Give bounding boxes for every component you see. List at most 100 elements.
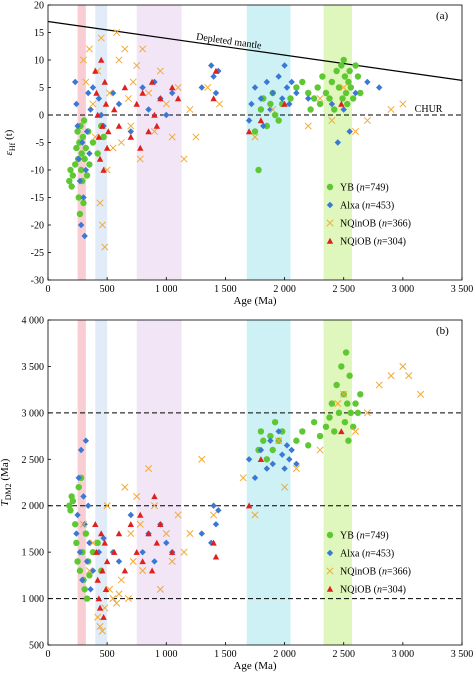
b-point-alxa-39 [283, 442, 291, 449]
a-point-nqinob-43 [399, 100, 407, 108]
b-point-yb-12 [81, 586, 88, 593]
a-point-yb-13 [78, 150, 85, 157]
a-point-yb-54 [340, 56, 347, 64]
b-point-nqiob-16 [137, 511, 144, 518]
b-point-nqiob-13 [121, 567, 129, 574]
b-y-tick-label-6: 3 500 [22, 362, 45, 373]
a-point-alxa-13 [87, 106, 94, 113]
a-point-nqiob-10 [103, 144, 111, 151]
b-point-yb-42 [341, 418, 349, 426]
b-point-nqinob-28 [198, 455, 206, 463]
a-point-yb-22 [86, 161, 93, 168]
b-point-alxa-35 [269, 460, 276, 468]
a-point-alxa-19 [115, 100, 123, 108]
b-point-yb-33 [316, 432, 324, 440]
a-point-nqinob-22 [139, 45, 147, 53]
b-point-alxa-19 [139, 548, 146, 556]
a-point-alxa-35 [257, 95, 265, 102]
b-point-nqiob-9 [102, 586, 110, 593]
b-point-yb-28 [279, 428, 286, 435]
b-point-alxa-13 [89, 567, 97, 574]
a-point-yb-28 [255, 166, 262, 174]
a-point-yb-46 [322, 89, 330, 97]
a-point-alxa-14 [89, 84, 97, 91]
a-point-nqinob-35 [269, 105, 277, 114]
b-x-tick-label-4: 2 000 [273, 649, 296, 660]
b-legend-n-alxa: n [365, 549, 370, 560]
a-x-tick-label-6: 3 000 [392, 284, 415, 295]
b-point-nqiob-12 [115, 530, 123, 537]
b-point-yb-23 [263, 456, 271, 463]
b-point-yb-36 [328, 400, 336, 407]
a-legend-label-nqinob: NQinOB (n=366) [340, 219, 411, 230]
a-point-yb-47 [326, 95, 333, 102]
a-point-yb-35 [275, 117, 282, 124]
b-point-alxa-9 [83, 558, 91, 565]
b-point-nqiob-8 [101, 539, 108, 546]
b-legend-label-alxa: Alxa (n=453) [340, 549, 394, 560]
b-point-nqinob-19 [139, 567, 147, 575]
a-point-nqinob-41 [363, 116, 371, 125]
b-point-alxa-32 [257, 446, 265, 454]
a-point-alxa-52 [352, 89, 359, 97]
b-point-alxa-41 [288, 446, 295, 454]
b-point-yb-50 [354, 409, 362, 417]
a-point-nqinob-42 [387, 105, 395, 114]
b-point-nqinob-38 [351, 427, 360, 435]
a-y-label-sub: Hf [8, 142, 17, 151]
b-point-nqinob-42 [399, 362, 407, 370]
b-point-nqiob-21 [153, 539, 161, 546]
b-point-nqiob-18 [145, 530, 152, 537]
b-point-nqinob-0 [79, 520, 88, 528]
b-point-alxa-11 [86, 539, 93, 547]
a-point-yb-56 [342, 89, 350, 97]
a-y-tick-label-3: -15 [31, 193, 44, 204]
b-x-tick-label-1: 500 [100, 649, 115, 660]
a-point-nqiob-12 [111, 106, 118, 113]
a-point-nqinob-13 [113, 28, 121, 37]
a-y-axis-label: εHf (t) [3, 129, 17, 155]
a-point-yb-64 [357, 89, 364, 97]
a-legend-name-yb: YB ( [340, 183, 360, 194]
a-legend-n-nqiob: n [377, 237, 382, 248]
a-point-alxa-33 [248, 100, 255, 108]
b-point-alxa-30 [245, 456, 253, 463]
b-point-nqinob-9 [109, 595, 117, 603]
a-point-nqinob-25 [156, 67, 164, 75]
a-point-nqinob-15 [117, 138, 125, 147]
b-legend-marker-alxa [326, 549, 334, 557]
a-legend-name-nqinob: NQinOB ( [340, 219, 383, 230]
a-x-tick-label-2: 1 000 [155, 284, 178, 295]
b-legend-label-yb: YB (n=749) [340, 531, 389, 542]
b-point-nqinob-35 [316, 446, 324, 454]
b-point-yb-6 [74, 558, 81, 565]
b-plot-frame [47, 319, 463, 646]
a-point-nqiob-22 [153, 122, 161, 129]
b-legend-marker-yb [326, 531, 334, 539]
a-point-alxa-34 [251, 84, 259, 91]
b-y-axis-label: TDM2 (Ma) [0, 458, 13, 506]
b-point-alxa-27 [210, 502, 217, 509]
a-point-yb-19 [82, 144, 90, 152]
b-point-yb-1 [67, 507, 74, 514]
b-point-yb-44 [344, 400, 351, 407]
b-point-yb-3 [69, 497, 77, 505]
b-point-yb-29 [293, 437, 300, 444]
a-point-yb-3 [69, 172, 77, 179]
a-point-nqinob-30 [186, 105, 194, 114]
b-point-nqinob-1 [85, 567, 93, 575]
b-point-alxa-1 [74, 511, 81, 519]
a-point-yb-63 [354, 73, 362, 80]
a-point-yb-57 [344, 100, 351, 108]
b-point-nqiob-19 [148, 567, 156, 574]
a-legend-name-nqiob: NQiOB ( [340, 237, 378, 248]
b-point-alxa-7 [81, 521, 88, 528]
a-point-alxa-10 [83, 128, 91, 135]
b-point-yb-40 [338, 363, 345, 370]
a-point-yb-26 [100, 133, 107, 141]
a-point-yb-10 [76, 210, 84, 218]
b-point-yb-48 [349, 423, 357, 430]
b-point-alxa-40 [286, 456, 293, 463]
b-point-alxa-4 [77, 446, 85, 454]
b-point-yb-5 [73, 539, 80, 547]
